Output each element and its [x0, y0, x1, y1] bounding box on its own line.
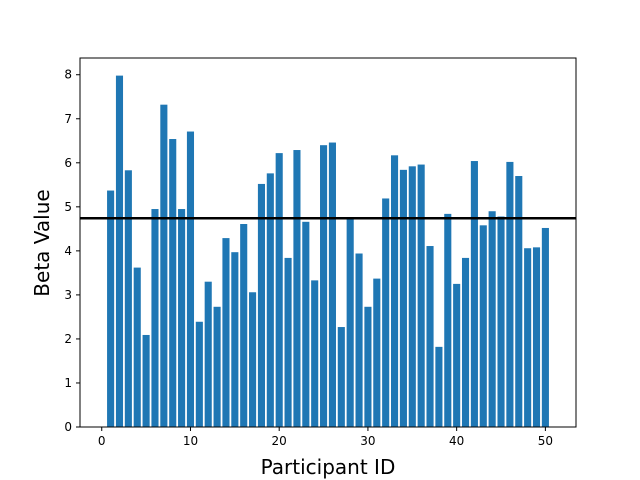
bar-participant-27 [337, 327, 345, 427]
y-tick-label: 1 [64, 376, 72, 390]
bar-participant-50 [541, 227, 549, 427]
bar-participant-47 [515, 176, 523, 427]
x-tick-label: 50 [538, 434, 553, 448]
bar-participant-5 [142, 334, 150, 427]
bar-participant-9 [178, 209, 186, 427]
y-tick-label: 3 [64, 288, 72, 302]
y-axis-title: Beta Value [30, 189, 54, 296]
y-tick-label: 6 [64, 156, 72, 170]
x-tick-label: 20 [272, 434, 287, 448]
bar-participant-7 [160, 104, 168, 427]
y-tick-label: 7 [64, 112, 72, 126]
bar-participant-2 [115, 75, 124, 427]
bar-participant-13 [213, 306, 221, 427]
bar-participant-14 [222, 238, 230, 427]
bar-participant-41 [461, 257, 470, 427]
bar-participant-44 [488, 211, 496, 427]
bars-group [107, 75, 549, 428]
bar-participant-12 [204, 281, 212, 427]
bar-participant-45 [497, 216, 505, 427]
bar-participant-25 [320, 145, 328, 427]
x-axis-ticks: 0 10 20 30 40 50 [98, 427, 553, 448]
bar-participant-36 [417, 164, 425, 427]
y-tick-label: 0 [64, 420, 72, 434]
x-tick-label: 30 [360, 434, 375, 448]
bar-participant-32 [382, 198, 390, 427]
y-tick-label: 5 [64, 200, 72, 214]
bar-participant-11 [195, 321, 203, 427]
y-tick-label: 4 [64, 244, 72, 258]
x-axis-title: Participant ID [261, 455, 396, 479]
bar-participant-1 [107, 190, 115, 427]
y-tick-label: 8 [64, 68, 72, 82]
x-tick-label: 10 [183, 434, 198, 448]
x-tick-label: 40 [449, 434, 464, 448]
bar-participant-46 [506, 161, 514, 427]
bar-participant-6 [151, 209, 159, 427]
bar-participant-43 [479, 225, 487, 427]
bar-participant-20 [275, 153, 283, 427]
bar-participant-33 [390, 155, 399, 427]
bar-participant-40 [453, 283, 461, 427]
bar-participant-18 [257, 183, 266, 427]
bar-participant-42 [470, 161, 478, 427]
bar-participant-22 [293, 150, 301, 427]
bar-participant-24 [311, 280, 319, 427]
bar-participant-49 [532, 247, 541, 427]
bar-participant-19 [266, 173, 274, 427]
bar-participant-26 [328, 142, 336, 427]
bar-participant-17 [249, 292, 257, 427]
bar-participant-48 [524, 248, 532, 427]
bar-participant-37 [426, 246, 434, 427]
bar-participant-35 [408, 166, 416, 427]
bar-participant-38 [435, 346, 443, 427]
y-tick-label: 2 [64, 332, 72, 346]
plot-frame [79, 57, 577, 428]
bar-participant-3 [124, 170, 132, 427]
y-axis-ticks: 0 1 2 3 4 5 6 7 8 [64, 68, 80, 434]
x-tick-label: 0 [98, 434, 106, 448]
bar-participant-21 [284, 257, 292, 427]
bar-participant-8 [169, 139, 177, 427]
bar-participant-16 [240, 224, 248, 427]
bar-participant-31 [373, 278, 381, 427]
bar-participant-34 [399, 169, 407, 428]
bar-participant-4 [133, 267, 141, 427]
bar-participant-30 [364, 306, 372, 427]
bar-participant-39 [444, 213, 452, 427]
bar-participant-15 [231, 252, 239, 427]
bar-participant-28 [346, 219, 354, 427]
bar-participant-29 [355, 253, 363, 427]
bar-participant-23 [302, 221, 310, 427]
bar-participant-10 [186, 131, 195, 427]
